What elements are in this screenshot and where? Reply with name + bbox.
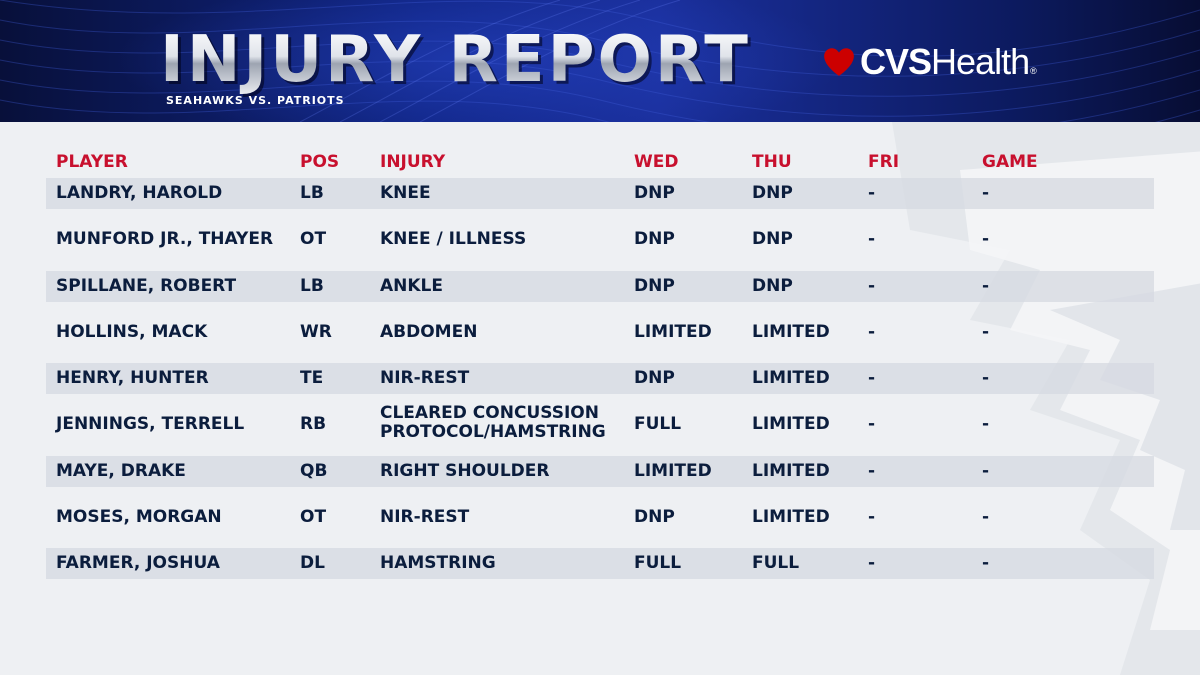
status-thu: LIMITED [752,414,830,435]
heart-icon [824,48,854,76]
table-row: SPILLANE, ROBERT LB ANKLE DNP DNP - - [46,270,1154,317]
status-thu: LIMITED [752,368,830,389]
status-thu: LIMITED [752,507,830,528]
status-game: - [982,183,990,203]
player-name: HOLLINS, MACK [56,321,208,342]
status-fri: - [868,229,876,250]
status-wed: DNP [634,229,675,250]
column-header-fri: FRI [868,152,900,172]
status-thu: LIMITED [752,321,830,342]
status-game: - [982,275,990,296]
player-name: MOSES, MORGAN [56,507,222,528]
status-thu: LIMITED [752,460,830,481]
row-shading [46,270,1154,302]
column-header-wed: WED [634,152,679,172]
status-fri: - [868,414,876,435]
table-row: LANDRY, HAROLD LB KNEE DNP DNP - - [46,178,1154,224]
sponsor-name-bold: CVS [860,41,932,82]
player-name: SPILLANE, ROBERT [56,275,237,296]
banner-swirl-pattern [0,0,1200,122]
status-wed: FULL [634,553,682,574]
injury-line-2: PROTOCOL/HAMSTRING [380,422,606,443]
player-name: MUNFORD JR., THAYER [56,229,274,250]
injury-table: PLAYER POS INJURY WED THU FRI GAME LANDR… [46,148,1154,595]
status-wed: FULL [634,414,682,435]
status-wed: LIMITED [634,321,712,342]
registered-mark: ® [1030,66,1037,76]
player-position: DL [300,553,325,574]
status-game: - [982,507,990,528]
injury-line-1: CLEARED CONCUSSION [380,403,599,424]
table-row: HENRY, HUNTER TE NIR-REST DNP LIMITED - … [46,363,1154,409]
column-header-injury: INJURY [380,152,446,172]
table-row: MOSES, MORGAN OT NIR-REST DNP LIMITED - … [46,502,1154,548]
status-fri: - [868,321,876,342]
player-name: HENRY, HUNTER [56,368,209,389]
status-wed: DNP [634,507,675,528]
injury-description: KNEE / ILLNESS [380,229,527,250]
status-fri: - [868,507,876,528]
table-row: MUNFORD JR., THAYER OT KNEE / ILLNESS DN… [46,224,1154,270]
status-wed: DNP [634,275,675,296]
player-position: TE [300,368,324,389]
injury-description: CLEARED CONCUSSION PROTOCOL/HAMSTRING [380,404,606,442]
page-title: INJURY REPORT [160,23,751,97]
row-shading [46,178,1154,209]
status-game: - [982,414,990,435]
injury-description: RIGHT SHOULDER [380,460,550,481]
injury-description: ANKLE [380,275,444,296]
player-position: WR [300,321,332,342]
status-game: - [982,368,990,389]
status-fri: - [868,275,876,296]
player-name: JENNINGS, TERRELL [56,414,245,435]
status-game: - [982,321,990,342]
table-row: MAYE, DRAKE QB RIGHT SHOULDER LIMITED LI… [46,455,1154,502]
player-position: LB [300,275,324,296]
status-fri: - [868,460,876,481]
player-name: LANDRY, HAROLD [56,183,223,203]
player-position: QB [300,460,328,481]
player-position: OT [300,229,327,250]
status-wed: DNP [634,183,675,203]
player-name: MAYE, DRAKE [56,460,186,481]
status-thu: FULL [752,553,800,574]
column-header-player: PLAYER [56,152,128,172]
player-position: OT [300,507,327,528]
header-banner: INJURY REPORT INJURY REPORT SEAHAWKS VS.… [0,0,1200,122]
table-row: FARMER, JOSHUA DL HAMSTRING FULL FULL - … [46,548,1154,594]
status-thu: DNP [752,183,793,203]
status-fri: - [868,368,876,389]
row-shading [46,548,1154,580]
player-position: RB [300,414,327,435]
row-shading [46,363,1154,395]
player-position: LB [300,183,324,203]
table-row: JENNINGS, TERRELL RB CLEARED CONCUSSION … [46,404,1154,455]
status-thu: DNP [752,229,793,250]
injury-description: NIR-REST [380,507,470,528]
sponsor-name-light: Health [931,41,1030,82]
status-fri: - [868,183,876,203]
row-shading [46,455,1154,487]
status-fri: - [868,553,876,574]
injury-description: ABDOMEN [380,321,478,342]
status-game: - [982,229,990,250]
injury-description: KNEE [380,183,431,203]
table-row: HOLLINS, MACK WR ABDOMEN LIMITED LIMITED… [46,317,1154,363]
status-game: - [982,460,990,481]
status-wed: DNP [634,368,675,389]
column-header-pos: POS [300,152,340,172]
player-name: FARMER, JOSHUA [56,553,220,574]
column-header-game: GAME [982,152,1038,172]
status-wed: LIMITED [634,460,712,481]
sponsor-logo: CVS Health ® [822,40,1037,84]
table-header: PLAYER POS INJURY WED THU FRI GAME [46,148,1154,178]
status-game: - [982,553,990,574]
injury-description: HAMSTRING [380,553,496,574]
column-header-thu: THU [752,152,792,172]
injury-description: NIR-REST [380,368,470,389]
page-title-shadow: INJURY REPORT [163,27,754,99]
status-thu: DNP [752,275,793,296]
matchup-subtitle: SEAHAWKS VS. PATRIOTS [166,94,345,107]
